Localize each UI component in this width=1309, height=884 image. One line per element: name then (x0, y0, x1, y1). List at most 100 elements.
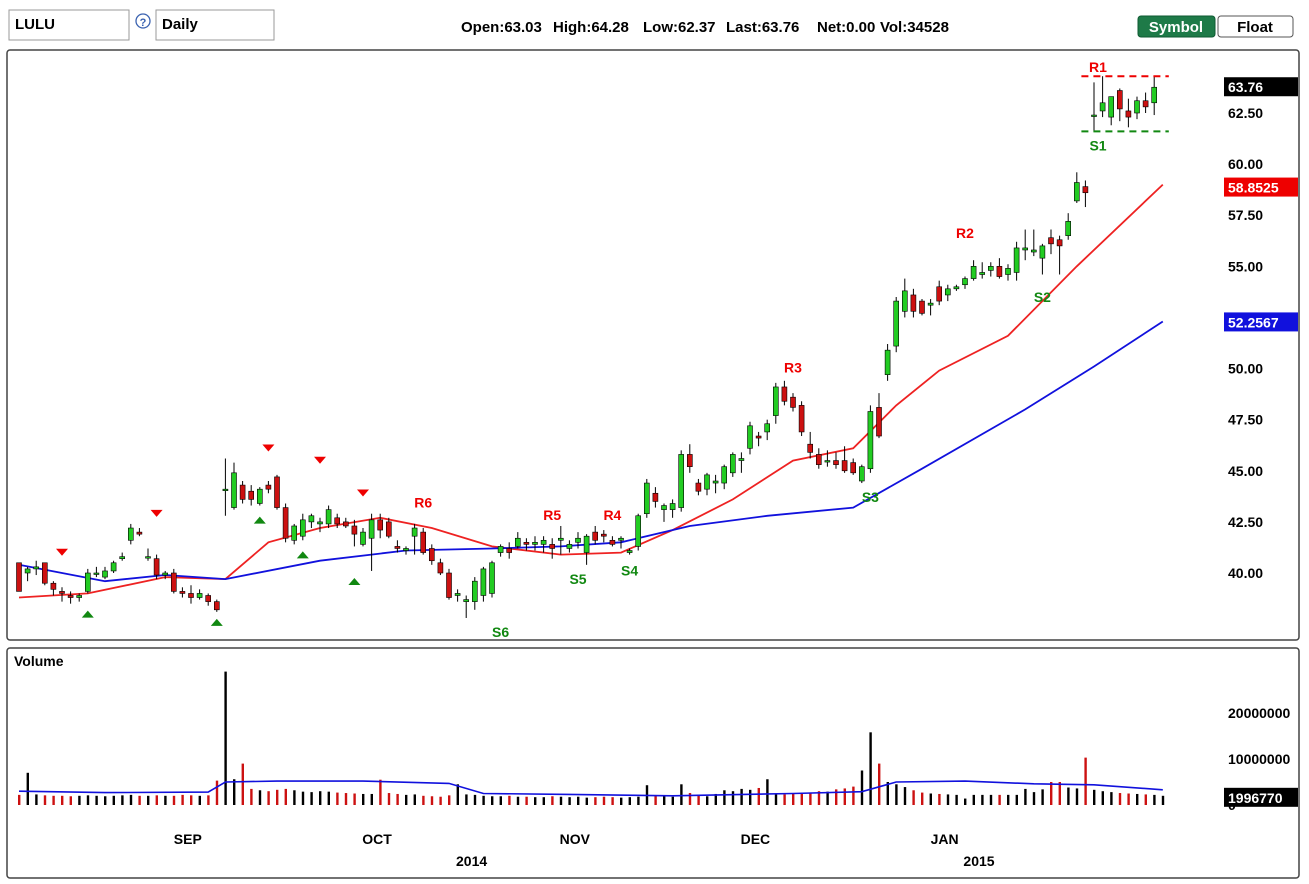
month-label: JAN (931, 831, 959, 847)
candle-body (67, 595, 74, 598)
help-icon: ? (140, 17, 147, 29)
buy-marker-icon (296, 551, 309, 559)
candle (171, 568, 177, 594)
volume-bar (611, 797, 614, 805)
candle (721, 464, 728, 490)
candle-body (33, 566, 40, 570)
price-chart: 40.0042.5045.0047.5050.0052.5055.0057.50… (16, 59, 1298, 640)
volume-bar (585, 797, 588, 805)
candle (489, 560, 495, 598)
candle-body (145, 556, 151, 559)
candle (299, 513, 306, 541)
volume-bar (121, 795, 124, 805)
volume-bar (207, 795, 210, 805)
candle-body (1013, 247, 1020, 273)
candle-body (85, 572, 91, 592)
volume-bar (250, 788, 253, 805)
price-tick-label: 60.00 (1228, 156, 1263, 172)
volume-bar (878, 763, 881, 805)
support-annotation-label: S6 (492, 624, 509, 640)
candle (738, 452, 745, 473)
candle (790, 393, 796, 412)
candle (1022, 229, 1029, 261)
volume-bar (379, 779, 382, 805)
volume-bar (1153, 794, 1156, 805)
volume-bar (293, 790, 296, 805)
volume-bar (671, 796, 674, 805)
candle (325, 505, 332, 529)
candle-body (807, 443, 814, 453)
symbol-button[interactable]: Symbol (1137, 15, 1216, 38)
candle (317, 517, 323, 533)
candle (282, 503, 289, 543)
volume-value-tag (1224, 787, 1298, 807)
symbol-input[interactable]: LULU (8, 9, 130, 41)
period-select[interactable]: Daily (155, 9, 275, 41)
candle (876, 393, 882, 439)
volume-bar (654, 795, 657, 805)
period-select-value: Daily (162, 16, 199, 33)
candle (24, 566, 31, 582)
candle (583, 534, 590, 565)
help-button[interactable]: ? (135, 13, 151, 29)
candle-body (368, 519, 375, 539)
candle-body (850, 462, 857, 474)
price-value-tag-label: 58.8525 (1228, 180, 1279, 196)
volume-bar (43, 795, 47, 805)
candle-body (910, 294, 917, 312)
volume-bar (559, 796, 563, 805)
candle-body (532, 542, 538, 545)
candle-body (1082, 186, 1089, 194)
candle-body (489, 562, 495, 594)
volume-bar (198, 795, 201, 805)
candle (85, 568, 91, 594)
volume-bar (422, 795, 425, 805)
candle-body (136, 531, 143, 535)
candle (747, 421, 753, 455)
price-tick-label: 40.00 (1228, 565, 1263, 581)
volume-value-tag-label: 1996770 (1228, 790, 1283, 806)
candle (540, 536, 547, 553)
candle (712, 474, 719, 494)
candle (214, 599, 220, 612)
candle (231, 462, 237, 510)
candle (67, 591, 74, 604)
candle-body (239, 484, 246, 500)
sell-marker-icon (150, 509, 163, 517)
candle-body (360, 531, 366, 545)
candle (93, 566, 100, 578)
candle-body (755, 435, 762, 439)
candle (205, 593, 211, 606)
volume-bar (1067, 787, 1070, 805)
candle-body (256, 488, 263, 504)
support-annotation-label: S2 (1034, 289, 1051, 305)
candle-body (179, 591, 186, 594)
candle-body (153, 558, 160, 576)
candle (411, 523, 418, 555)
candle (368, 513, 375, 571)
candle-body (979, 272, 986, 275)
candle-body (514, 537, 521, 547)
volume-bar (628, 797, 631, 805)
candle (256, 487, 263, 506)
candle (16, 562, 22, 592)
candle-body (1039, 245, 1046, 259)
candle-body (119, 556, 125, 559)
volume-bar (1101, 791, 1104, 805)
short-moving-average-line (18, 183, 1164, 599)
candle-body (205, 595, 211, 602)
price-value-tag (1224, 312, 1298, 332)
candle (798, 401, 805, 437)
candle-body (1099, 102, 1106, 112)
candle (420, 528, 427, 555)
sell-marker-icon (262, 444, 275, 452)
candle-body (936, 286, 943, 302)
candle-body (1065, 221, 1071, 236)
float-button[interactable]: Float (1217, 15, 1294, 38)
candle-body (600, 533, 607, 537)
volume-bar (1136, 793, 1139, 805)
volume-bar (912, 790, 915, 805)
candle (970, 260, 977, 281)
candle-body (962, 278, 968, 286)
